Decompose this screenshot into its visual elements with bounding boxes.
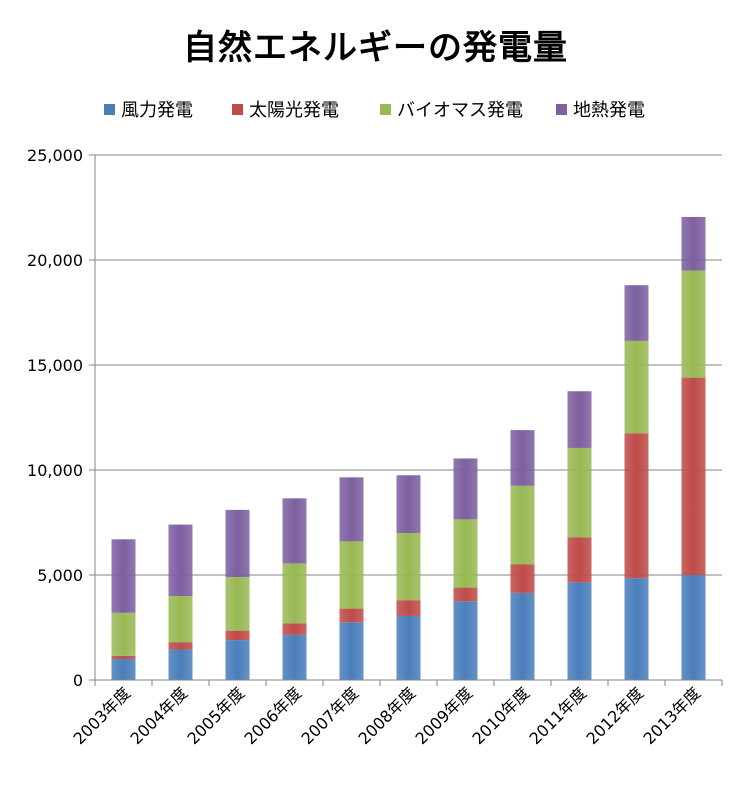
legend-swatch-solar — [232, 103, 243, 115]
bar-segment-geothermal — [111, 539, 136, 613]
legend-label-solar: 太陽光発電 — [249, 100, 339, 121]
bar-segment-solar — [453, 587, 478, 602]
bar-segment-solar — [567, 537, 592, 583]
x-tick-label: 2010年度 — [468, 683, 533, 748]
bar-segment-biomass — [168, 596, 193, 643]
bar-segment-geothermal — [510, 430, 535, 486]
bar-segment-wind — [510, 592, 535, 680]
x-tick-label: 2003年度 — [69, 683, 134, 748]
bar-segment-biomass — [111, 612, 136, 656]
x-tick-labels: 2003年度2004年度2005年度2006年度2007年度2008年度2009… — [69, 683, 704, 748]
bar-segment-solar — [111, 655, 136, 659]
legend-swatch-biomass — [380, 103, 391, 115]
bar-segment-biomass — [396, 533, 421, 601]
x-tick-label: 2004年度 — [126, 683, 191, 748]
bar-segment-biomass — [510, 485, 535, 565]
bar-segment-wind — [567, 582, 592, 680]
legend-label-geothermal: 地熱発電 — [573, 100, 645, 121]
bar-segment-geothermal — [168, 524, 193, 596]
bar-segment-geothermal — [225, 509, 250, 578]
y-tick-label: 0 — [73, 671, 83, 690]
axes — [94, 155, 723, 686]
x-tick-label: 2005年度 — [183, 683, 248, 748]
bars — [111, 216, 706, 680]
bar-segment-biomass — [453, 519, 478, 588]
bar-segment-solar — [510, 564, 535, 593]
bar-segment-wind — [681, 575, 706, 680]
bar-segment-wind — [624, 578, 649, 680]
bar-segment-wind — [396, 615, 421, 680]
bar-segment-geothermal — [681, 216, 706, 271]
bar-segment-solar — [225, 630, 250, 641]
bar-segment-solar — [396, 600, 421, 616]
x-tick-label: 2009年度 — [411, 683, 476, 748]
legend-label-biomass: バイオマス発電 — [397, 100, 523, 121]
y-tick-labels: 0 5,000 10,000 15,000 20,000 25,000 — [27, 146, 83, 690]
bar-segment-solar — [168, 642, 193, 650]
y-tick-label: 25,000 — [27, 146, 83, 165]
bar-segment-biomass — [225, 577, 250, 631]
bar-segment-geothermal — [396, 475, 421, 533]
bar-segment-biomass — [624, 340, 649, 434]
bar-segment-solar — [339, 608, 364, 623]
y-tick-label: 20,000 — [27, 251, 83, 270]
bar-segment-wind — [111, 659, 136, 680]
x-tick-label: 2008年度 — [354, 683, 419, 748]
x-tick-label: 2006年度 — [240, 683, 305, 748]
y-tick-label: 15,000 — [27, 356, 83, 375]
bar-segment-geothermal — [282, 498, 307, 564]
bar-segment-solar — [681, 377, 706, 575]
y-tick-label: 10,000 — [27, 461, 83, 480]
legend-item-biomass: バイオマス発電 — [380, 96, 523, 122]
legend: 風力発電 太陽光発電 バイオマス発電 地熱発電 — [0, 96, 751, 122]
x-tick-label: 2007年度 — [297, 683, 362, 748]
bar-segment-wind — [225, 640, 250, 680]
chart-title: 自然エネルギーの発電量 — [183, 28, 568, 68]
legend-item-geothermal: 地熱発電 — [556, 96, 645, 122]
legend-item-solar: 太陽光発電 — [232, 96, 339, 122]
bar-segment-biomass — [681, 270, 706, 378]
bar-segment-geothermal — [453, 458, 478, 520]
legend-swatch-wind — [104, 103, 115, 115]
bar-segment-wind — [282, 634, 307, 680]
bar-segment-wind — [168, 649, 193, 680]
x-tick-label: 2012年度 — [582, 683, 647, 748]
y-tick-label: 5,000 — [37, 566, 83, 585]
bar-segment-wind — [339, 622, 364, 680]
bar-segment-solar — [282, 623, 307, 635]
bar-segment-biomass — [339, 541, 364, 609]
bar-segment-geothermal — [624, 285, 649, 341]
bar-segment-geothermal — [339, 477, 364, 542]
x-tick-label: 2013年度 — [639, 683, 704, 748]
legend-item-wind: 風力発電 — [104, 96, 193, 122]
x-tick-label: 2011年度 — [525, 683, 590, 748]
bar-segment-biomass — [282, 563, 307, 624]
bar-segment-wind — [453, 601, 478, 680]
legend-swatch-geothermal — [556, 103, 567, 115]
bar-segment-solar — [624, 433, 649, 579]
legend-label-wind: 風力発電 — [121, 100, 193, 121]
bar-segment-geothermal — [567, 391, 592, 448]
bar-segment-biomass — [567, 447, 592, 538]
